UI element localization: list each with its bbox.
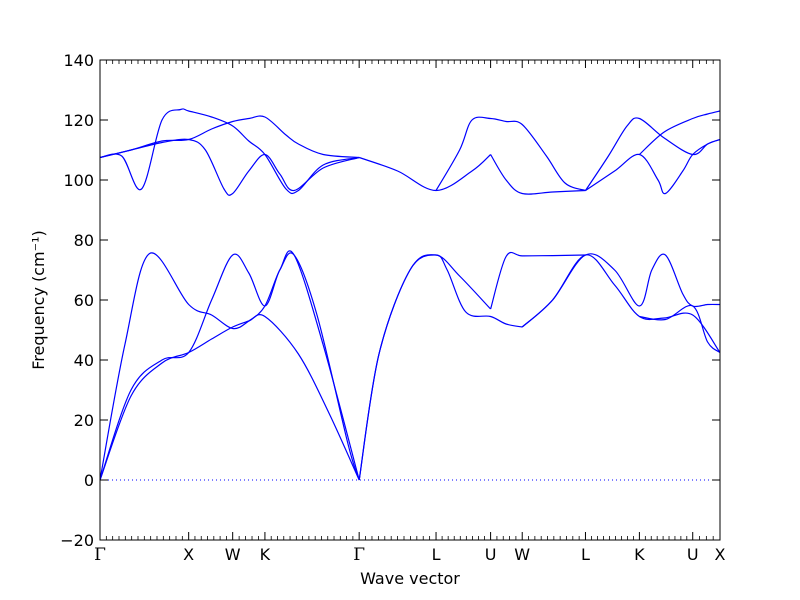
dispersion-branch-9 [639, 304, 721, 353]
kpoint-label-Γ: Γ [353, 545, 365, 565]
dispersion-branch-6 [490, 251, 586, 310]
dispersion-branch-11 [99, 108, 360, 195]
y-tick-label: 0 [84, 471, 94, 490]
dispersion-branch-8 [521, 253, 721, 328]
kpoint-label-K: K [634, 545, 645, 564]
kpoint-label-W: W [514, 545, 530, 564]
dispersion-branch-15 [490, 154, 586, 195]
kpoint-label-U: U [485, 545, 497, 564]
y-axis-label: Frequency (cm⁻¹) [29, 230, 48, 369]
y-tick-label: 60 [74, 291, 94, 310]
dispersion-branch-14 [435, 116, 586, 192]
kpoint-label-X: X [183, 545, 194, 564]
kpoint-label-K: K [260, 545, 271, 564]
dispersion-branch-17 [585, 138, 721, 195]
y-tick-label: 80 [74, 231, 94, 250]
dispersion-branch-12 [99, 138, 360, 196]
y-tick-label: 20 [74, 411, 94, 430]
dispersion-branch-10 [99, 115, 360, 159]
y-tick-label: 100 [63, 171, 94, 190]
y-tick-label: 40 [74, 351, 94, 370]
kpoint-label-L: L [432, 545, 441, 564]
kpoint-label-L: L [581, 545, 590, 564]
dispersion-branch-3 [99, 250, 360, 481]
kpoint-label-Γ: Γ [94, 545, 106, 565]
dispersion-branch-2 [99, 252, 360, 481]
kpoint-label-W: W [225, 545, 241, 564]
y-tick-label: 140 [63, 51, 94, 70]
dispersion-branch-18 [638, 110, 721, 155]
dispersion-branch-5 [358, 254, 523, 481]
y-tick-label: 120 [63, 111, 94, 130]
plot-background [100, 60, 720, 540]
y-tick-label: −20 [60, 531, 94, 550]
plot-frame [99, 59, 721, 541]
kpoint-label-U: U [687, 545, 699, 564]
kpoint-label-X: X [715, 545, 726, 564]
x-axis-label: Wave vector [360, 569, 460, 588]
dispersion-branch-1 [99, 314, 360, 481]
